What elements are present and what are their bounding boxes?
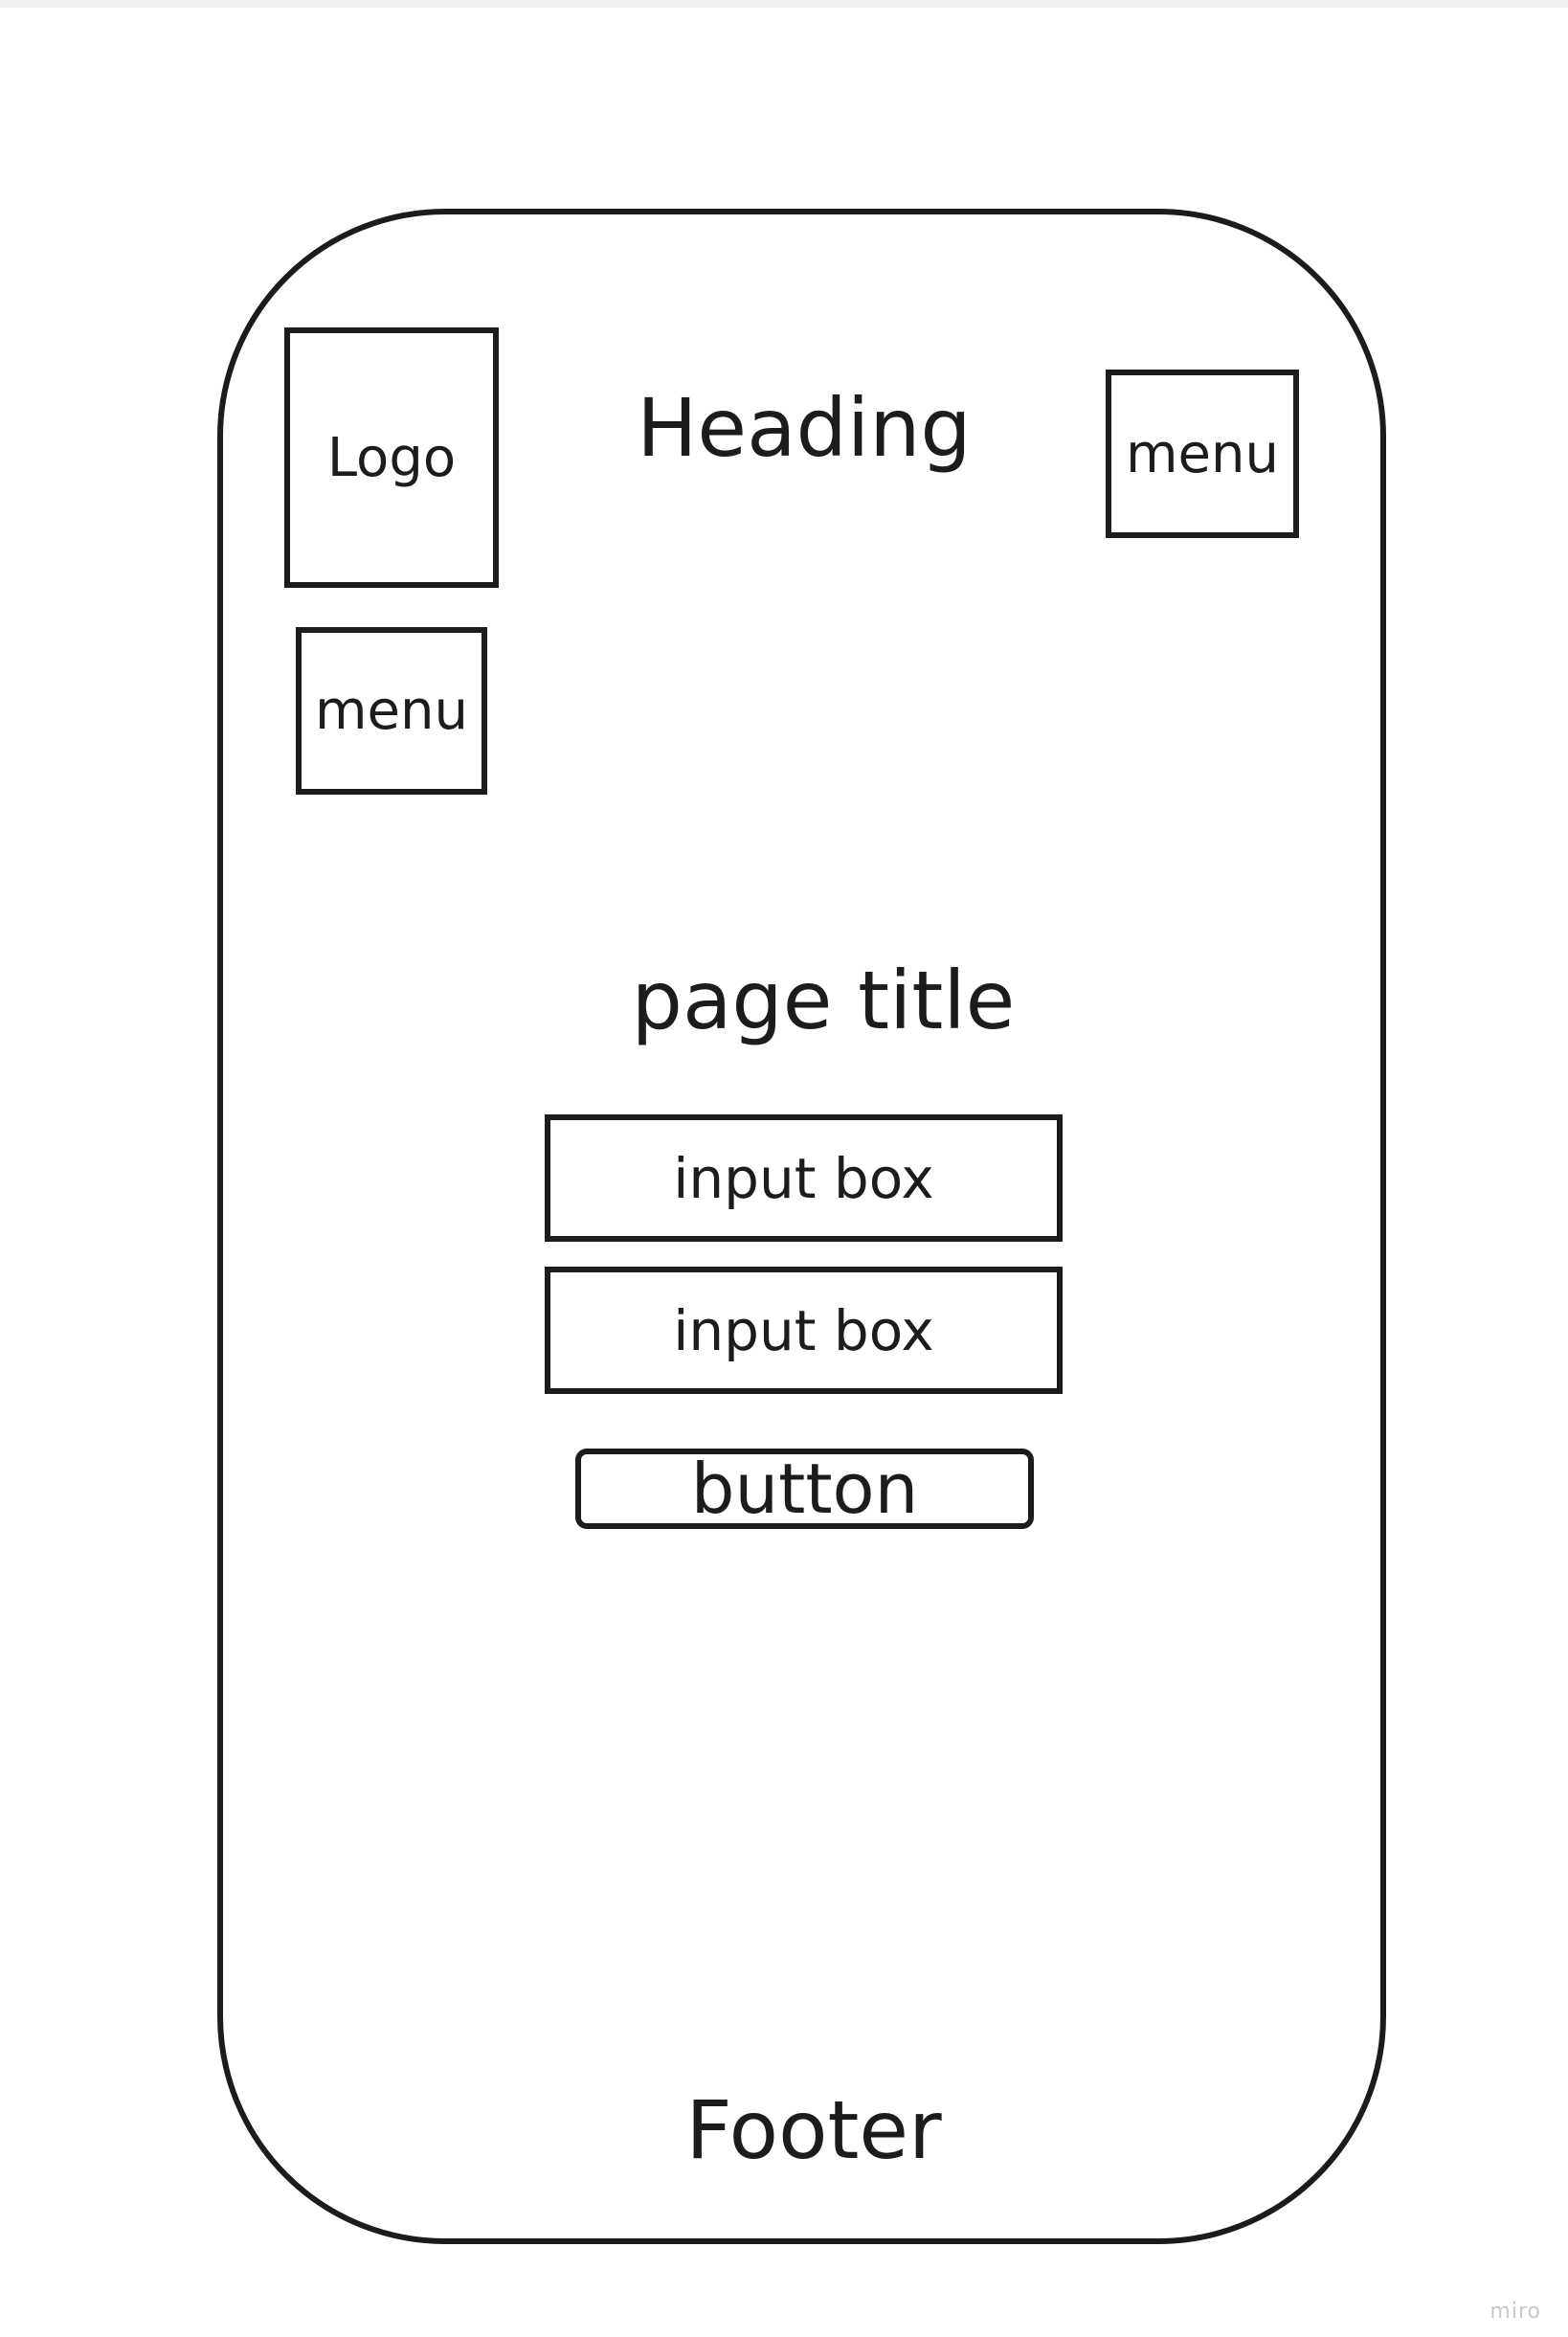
menu-button-left[interactable]: menu	[296, 627, 487, 795]
phone-frame	[217, 209, 1386, 2244]
menu-button-right[interactable]: menu	[1106, 370, 1299, 538]
logo-label: Logo	[326, 426, 457, 489]
footer: Footer	[685, 2083, 942, 2177]
submit-button[interactable]: button	[575, 1449, 1034, 1529]
page-title: page title	[631, 954, 1016, 1047]
menu-right-label: menu	[1126, 422, 1279, 485]
canvas-top-strip	[0, 0, 1568, 8]
logo-placeholder[interactable]: Logo	[284, 327, 499, 588]
heading: Heading	[637, 381, 972, 475]
input-box-2[interactable]: input box	[545, 1267, 1063, 1394]
button-label: button	[690, 1449, 919, 1529]
input-box-1-label: input box	[673, 1145, 934, 1211]
input-box-2-label: input box	[673, 1297, 934, 1363]
menu-left-label: menu	[315, 680, 468, 742]
input-box-1[interactable]: input box	[545, 1114, 1063, 1242]
miro-watermark: miro	[1490, 2300, 1541, 2324]
